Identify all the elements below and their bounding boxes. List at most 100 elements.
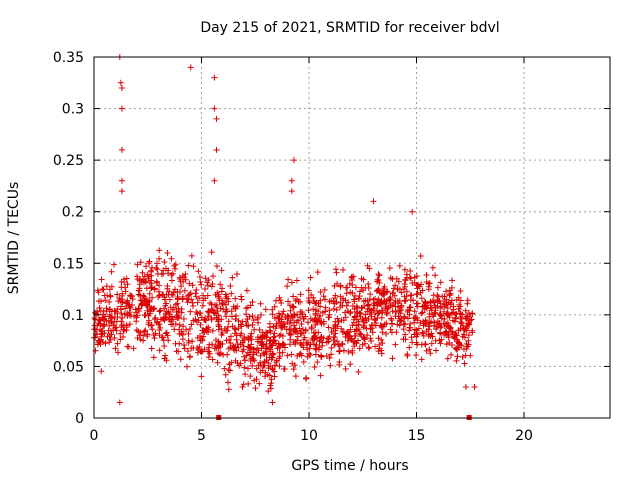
data-point [454,353,461,360]
data-point [342,297,349,304]
data-point [240,346,247,353]
data-point [156,247,163,254]
y-tick-label: 0.15 [53,256,84,272]
data-point [290,322,297,329]
data-point [406,344,413,351]
data-point [144,333,151,340]
data-point [225,323,232,330]
data-point [243,352,250,359]
data-point [228,313,235,320]
data-point [270,337,277,344]
data-point [211,310,218,317]
data-point [152,314,159,321]
data-point [126,303,133,310]
data-point [335,341,342,348]
data-point [401,298,408,305]
data-point [422,299,429,306]
data-point [241,357,248,364]
data-point [408,292,415,299]
data-point [428,299,434,306]
data-point [227,282,234,289]
data-point [184,299,191,306]
data-point [136,305,143,312]
data-point [161,355,168,362]
data-point [288,279,295,286]
data-point [445,299,452,306]
data-point [165,267,172,274]
data-point [132,306,139,313]
data-point [438,303,445,310]
data-point [303,340,310,347]
data-point [197,333,204,340]
data-point [103,305,110,312]
data-point [420,330,427,337]
data-point [372,322,379,329]
data-point [421,298,428,305]
data-point [313,306,320,313]
data-point [345,348,352,355]
data-point [406,304,413,311]
data-point [260,342,267,349]
data-point [413,281,420,288]
data-point [185,292,192,299]
data-point [97,308,104,315]
data-point [257,369,264,376]
data-point [276,332,283,339]
data-point [241,353,248,360]
data-point [161,305,168,312]
data-point [293,328,300,335]
data-point [180,323,187,330]
data-point [356,288,363,295]
data-point [371,310,378,317]
data-point [237,360,244,367]
data-point [279,342,286,349]
data-point [185,330,192,337]
data-point [119,292,126,299]
data-point [197,310,204,317]
data-point [107,336,114,343]
data-point [178,283,185,290]
data-point [106,332,113,339]
data-point [365,302,372,309]
data-point [400,336,407,343]
data-point [107,293,114,300]
data-point [381,298,388,305]
data-point [325,324,332,331]
data-point [312,310,319,317]
data-point [200,333,207,340]
data-point [183,326,190,333]
data-point [127,293,134,300]
data-point [464,343,471,350]
data-point [204,282,211,289]
data-point [266,338,273,345]
data-point [338,325,345,332]
data-point [434,292,441,299]
data-point [385,304,392,311]
data-point [304,319,311,326]
data-point [243,311,250,318]
data-point [247,373,254,380]
data-point [408,334,415,341]
x-tick-label: 5 [197,428,206,444]
data-point [375,271,382,278]
data-point [452,330,459,337]
data-point [190,317,197,324]
data-point [198,281,205,288]
data-point [202,317,209,324]
data-point [173,348,180,355]
data-point [355,318,362,325]
data-point [238,293,245,300]
data-point [395,313,402,320]
data-point [146,258,153,265]
data-point [444,331,451,338]
data-point [100,311,107,318]
data-point [203,326,210,333]
data-point [331,294,338,301]
data-point [467,317,474,324]
data-point [434,303,441,310]
data-point [297,330,304,337]
data-point [401,266,408,273]
data-point [309,335,316,342]
data-point [468,316,475,323]
